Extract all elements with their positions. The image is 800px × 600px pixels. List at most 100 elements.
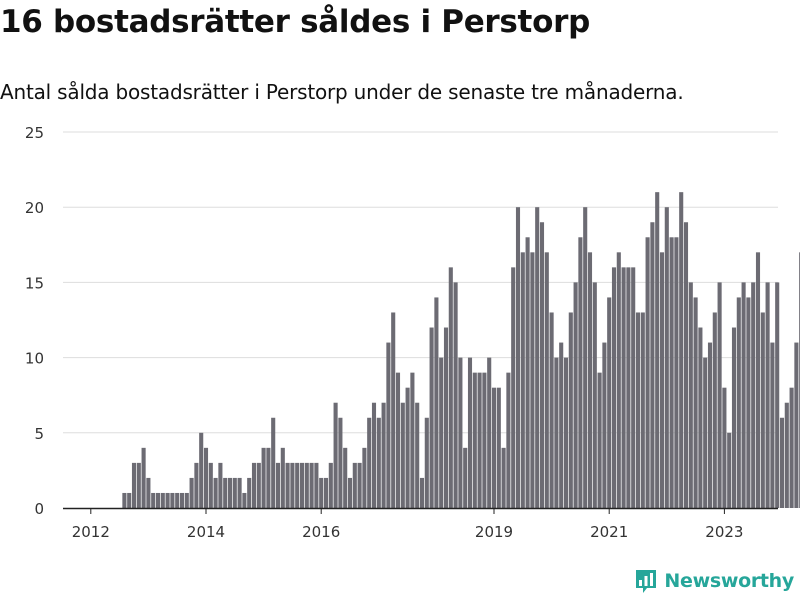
bar: [559, 342, 564, 508]
bar: [299, 462, 305, 508]
bar: [151, 492, 156, 508]
bar: [218, 462, 223, 508]
bar: [611, 267, 617, 508]
x-tick-label: 2012: [72, 523, 110, 541]
bar: [563, 357, 569, 508]
bar: [386, 342, 391, 508]
y-tick-label: 20: [25, 199, 44, 217]
bar: [626, 267, 631, 508]
brand-name: Newsworthy: [664, 570, 794, 592]
newsworthy-logo-icon: [636, 570, 657, 593]
bar: [275, 462, 281, 508]
bar: [127, 492, 132, 508]
bar: [410, 372, 415, 508]
bar: [741, 282, 746, 508]
bar: [175, 492, 180, 508]
bar: [539, 222, 545, 508]
bar: [453, 282, 458, 508]
bar: [746, 297, 751, 508]
bar: [266, 447, 271, 508]
bar: [256, 462, 261, 508]
bar: [280, 447, 285, 508]
bar: [247, 477, 252, 508]
bar: [136, 462, 141, 508]
y-axis-ticks: 0 5 10 15 20 25: [25, 124, 44, 518]
bar: [141, 447, 146, 508]
bar: [765, 282, 770, 508]
bar: [679, 192, 684, 508]
bar: [170, 492, 175, 508]
bar: [688, 282, 693, 508]
y-tick-label: 15: [25, 274, 44, 292]
bar: [309, 462, 314, 508]
bar: [770, 342, 775, 508]
bar: [434, 297, 439, 508]
bar: [395, 372, 401, 508]
bar: [616, 252, 621, 508]
bar: [439, 357, 444, 508]
bar: [535, 207, 540, 508]
bar: [261, 447, 266, 508]
bar: [683, 222, 689, 508]
brand-logo: Newsworthy: [634, 568, 794, 594]
bar: [290, 462, 295, 508]
bar: [213, 477, 218, 508]
bar: [736, 297, 741, 508]
bar: [631, 267, 636, 508]
y-tick-label: 5: [34, 425, 44, 443]
bar: [573, 282, 578, 508]
bar: [199, 432, 204, 508]
bar: [227, 477, 233, 508]
bar: [338, 417, 343, 508]
bar: [693, 297, 698, 508]
bar: [463, 447, 468, 508]
chart-subtitle: Antal sålda bostadsrätter i Perstorp und…: [0, 80, 684, 104]
bar: [779, 417, 785, 508]
bar: [223, 477, 228, 508]
bar: [146, 477, 151, 508]
bar: [467, 357, 473, 508]
bar: [131, 462, 137, 508]
bar: [731, 327, 737, 508]
bar: [674, 237, 679, 508]
bar: [712, 312, 717, 508]
bar: [602, 342, 607, 508]
bar: [568, 312, 573, 508]
x-tick-label: 2019: [475, 523, 513, 541]
bar: [775, 282, 780, 508]
bar: [285, 462, 290, 508]
bar: [506, 372, 511, 508]
bar: [376, 417, 381, 508]
bar: [319, 477, 324, 508]
bar: [160, 492, 165, 508]
bar: [367, 417, 372, 508]
x-axis-ticks: 2012201420162019202120232025: [72, 508, 743, 541]
bar: [184, 492, 189, 508]
x-tick-label: 2016: [302, 523, 340, 541]
bar: [583, 207, 588, 508]
bar: [640, 312, 645, 508]
bar: [203, 447, 209, 508]
bar: [371, 402, 377, 508]
bar: [751, 282, 756, 508]
bar: [314, 462, 319, 508]
bar: [544, 252, 549, 508]
bar: [592, 282, 597, 508]
bar: [794, 342, 799, 508]
bar: [491, 387, 497, 508]
bar: [271, 417, 276, 508]
bar: [208, 462, 213, 508]
bar: [635, 312, 641, 508]
bar: [501, 447, 506, 508]
bar: [362, 447, 367, 508]
x-tick-label: 2021: [590, 523, 628, 541]
bar: [621, 267, 626, 508]
bar: [755, 252, 761, 508]
bar: [607, 297, 612, 508]
bar: [669, 237, 674, 508]
y-tick-label: 10: [25, 350, 44, 368]
y-tick-label: 25: [25, 124, 44, 142]
bar: [419, 477, 425, 508]
bar: [381, 402, 386, 508]
